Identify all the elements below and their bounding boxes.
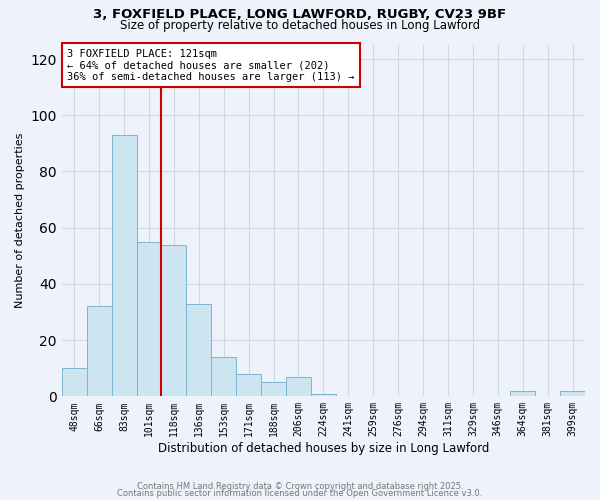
Bar xyxy=(62,368,87,396)
Bar xyxy=(510,390,535,396)
X-axis label: Distribution of detached houses by size in Long Lawford: Distribution of detached houses by size … xyxy=(158,442,489,455)
Bar xyxy=(261,382,286,396)
Bar xyxy=(286,376,311,396)
Bar xyxy=(161,244,187,396)
Text: Contains public sector information licensed under the Open Government Licence v3: Contains public sector information licen… xyxy=(118,490,482,498)
Bar xyxy=(137,242,161,396)
Bar xyxy=(236,374,261,396)
Bar xyxy=(211,357,236,397)
Text: 3, FOXFIELD PLACE, LONG LAWFORD, RUGBY, CV23 9BF: 3, FOXFIELD PLACE, LONG LAWFORD, RUGBY, … xyxy=(94,8,506,20)
Bar xyxy=(112,135,137,396)
Text: 3 FOXFIELD PLACE: 121sqm
← 64% of detached houses are smaller (202)
36% of semi-: 3 FOXFIELD PLACE: 121sqm ← 64% of detach… xyxy=(67,48,355,82)
Bar xyxy=(311,394,336,396)
Text: Contains HM Land Registry data © Crown copyright and database right 2025.: Contains HM Land Registry data © Crown c… xyxy=(137,482,463,491)
Bar xyxy=(187,304,211,396)
Text: Size of property relative to detached houses in Long Lawford: Size of property relative to detached ho… xyxy=(120,19,480,32)
Bar xyxy=(560,390,585,396)
Bar xyxy=(87,306,112,396)
Y-axis label: Number of detached properties: Number of detached properties xyxy=(15,133,25,308)
